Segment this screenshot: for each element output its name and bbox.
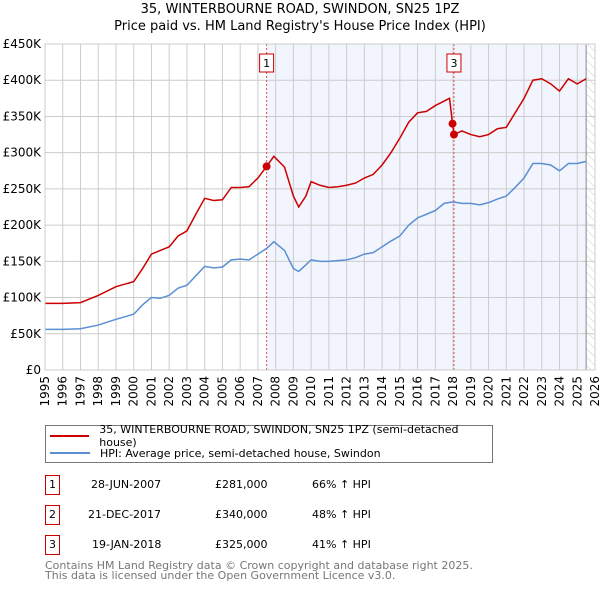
sale-price: £340,000 (215, 508, 268, 521)
x-tick-label: 1999 (109, 376, 123, 407)
x-tick-label: 2004 (198, 376, 212, 407)
sale-date: 21-DEC-2017 (88, 508, 162, 521)
y-tick-label: £450K (3, 37, 43, 51)
sale-point (262, 162, 271, 171)
x-tick-label: 2003 (180, 376, 194, 407)
sale-badge: 1 (45, 475, 60, 495)
x-tick-label: 2007 (251, 376, 265, 407)
sale-hpi: 66% ↑ HPI (312, 478, 371, 491)
x-tick-label: 2025 (570, 376, 584, 407)
y-tick-label: £350K (3, 109, 43, 123)
sale-label: 1 (263, 57, 270, 70)
x-tick-label: 2005 (215, 376, 229, 407)
x-tick-label: 2026 (588, 376, 600, 407)
chart-title: 35, WINTERBOURNE ROAD, SWINDON, SN25 1PZ (140, 2, 460, 17)
legend-label: HPI: Average price, semi-detached house,… (100, 446, 381, 460)
hatched-forecast-region (586, 44, 595, 370)
x-tick-label: 2000 (127, 376, 141, 407)
sale-point (448, 119, 457, 128)
y-tick-label: £400K (3, 73, 43, 87)
legend-item-hpi: HPI: Average price, semi-detached house,… (50, 445, 381, 461)
footer-line: Contains HM Land Registry data © Crown c… (45, 559, 473, 572)
x-tick-label: 2023 (535, 376, 549, 407)
x-tick-label: 1997 (73, 376, 87, 407)
sale-row: 2 21-DEC-2017 £340,000 48% ↑ HPI (45, 505, 445, 525)
y-tick-label: £300K (3, 146, 43, 160)
x-tick-label: 2017 (428, 376, 442, 407)
x-tick-label: 2021 (499, 376, 513, 407)
sale-hpi: 48% ↑ HPI (312, 508, 371, 521)
sale-hpi: 41% ↑ HPI (312, 538, 371, 551)
x-tick-label: 2013 (357, 376, 371, 407)
series-line (45, 77, 587, 305)
footer: Contains HM Land Registry data © Crown c… (45, 559, 473, 582)
legend-item-property: 35, WINTERBOURNE ROAD, SWINDON, SN25 1PZ… (50, 423, 492, 449)
legend-swatch-blue (50, 452, 90, 454)
sale-label-box (259, 53, 275, 73)
sale-price: £281,000 (215, 478, 268, 491)
x-tick-label: 2009 (286, 376, 300, 407)
x-tick-label: 2012 (340, 376, 354, 407)
sale-badge: 2 (45, 505, 60, 525)
sale-row: 1 28-JUN-2007 £281,000 66% ↑ HPI (45, 475, 445, 495)
x-tick-label: 2015 (393, 376, 407, 407)
x-tick-label: 2002 (162, 376, 176, 407)
footer-line: This data is licensed under the Open Gov… (45, 569, 396, 582)
sale-label-box (446, 53, 462, 73)
x-tick-label: 2011 (322, 376, 336, 407)
sale-date: 28-JUN-2007 (91, 478, 162, 491)
x-tick-label: 1995 (38, 376, 52, 407)
x-tick-label: 2016 (411, 376, 425, 407)
sale-date: 19-JAN-2018 (92, 538, 162, 551)
y-tick-label: £150K (3, 254, 43, 268)
shaded-region (266, 44, 587, 370)
sale-badge: 3 (45, 535, 60, 555)
sale-price: £325,000 (215, 538, 268, 551)
x-tick-label: 2006 (233, 376, 247, 407)
x-tick-label: 2022 (517, 376, 531, 407)
x-tick-label: 1998 (91, 376, 105, 407)
x-tick-label: 2001 (144, 376, 158, 407)
series-line (45, 160, 587, 331)
x-tick-label: 2019 (464, 376, 478, 407)
sale-label: 3 (450, 57, 457, 70)
y-tick-label: £100K (3, 291, 43, 305)
x-tick-label: 1996 (56, 376, 70, 407)
x-tick-label: 2008 (269, 376, 283, 407)
x-tick-label: 2020 (482, 376, 496, 407)
sale-row: 3 19-JAN-2018 £325,000 41% ↑ HPI (45, 535, 445, 555)
x-tick-label: 2018 (446, 376, 460, 407)
legend-swatch-red (50, 435, 90, 437)
x-tick-label: 2014 (375, 376, 389, 407)
sale-point (449, 130, 458, 139)
y-tick-label: £0 (26, 363, 41, 377)
x-tick-label: 2024 (553, 376, 567, 407)
legend-label: 35, WINTERBOURNE ROAD, SWINDON, SN25 1PZ… (99, 423, 459, 449)
plot-area: 1995 1996 1997 1998 1999 2000 2001 2002 2003 2004… (3, 37, 600, 407)
chart-subtitle: Price paid vs. HM Land Registry's House … (114, 19, 486, 34)
legend: 35, WINTERBOURNE ROAD, SWINDON, SN25 1PZ… (45, 423, 493, 463)
x-tick-label: 2010 (304, 376, 318, 407)
plot-border (44, 43, 596, 371)
y-tick-label: £250K (3, 182, 43, 196)
y-tick-label: £50K (10, 327, 42, 341)
y-tick-label: £200K (3, 218, 43, 232)
